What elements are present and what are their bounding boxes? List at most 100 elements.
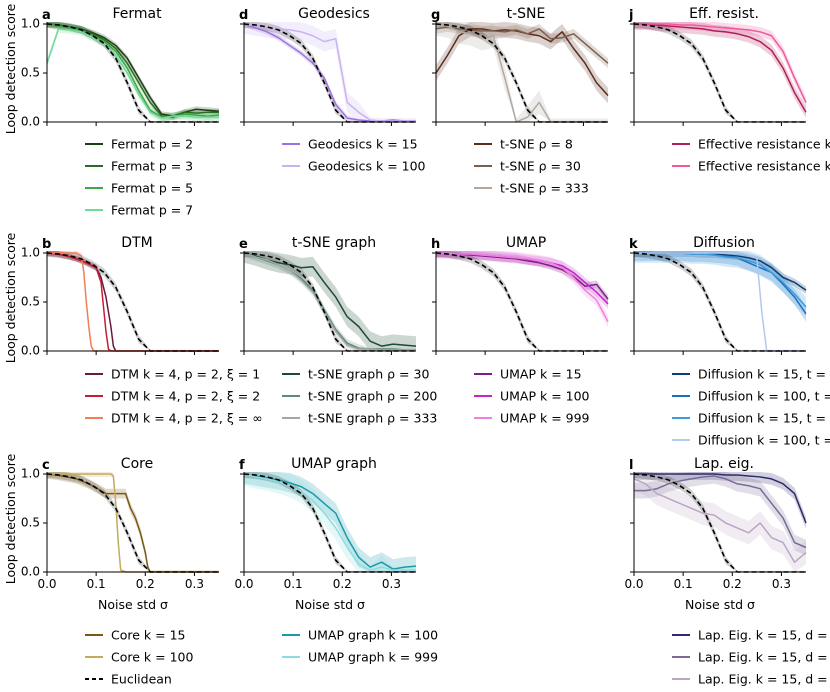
series-line-umap-graph-k-999 <box>243 473 416 571</box>
series-line-euclidean <box>46 473 219 573</box>
axis-spines <box>46 251 219 352</box>
legend-g: t-SNE ρ = 8 t-SNE ρ = 30 t-SNE ρ = 333 <box>474 137 589 196</box>
panel-letter: l <box>629 458 633 473</box>
x-tick-label: 0.1 <box>87 577 106 591</box>
panel-c: 0.0 0.5 1.0 0.0 0.1 0.2 0.3 c Core Loop detection… <box>3 453 219 687</box>
legend-label: DTM k = 4, p = 2, ξ = 1 <box>111 367 260 382</box>
y-tick-label: 0.0 <box>21 344 40 358</box>
panel-h: h UMAP UMAP k = 15 UMAP k = 100 UMAP k = 999 <box>431 235 609 426</box>
legend-label: DTM k = 4, p = 2, ξ = 2 <box>111 389 260 404</box>
legend-label: Fermat p = 7 <box>111 203 193 218</box>
band-umap-graph-k-999 <box>244 472 416 572</box>
legend-label: Geodesics k = 100 <box>308 159 426 174</box>
legend-label: Diffusion k = 15, t = 8 <box>698 367 830 382</box>
x-tick-label: 0.2 <box>723 577 742 591</box>
panel-g: g t-SNE t-SNE ρ = 8 t-SNE ρ = 30 t-SNE ρ = 3… <box>431 6 609 196</box>
panel-letter: a <box>42 8 51 23</box>
panel-title: UMAP <box>506 235 546 251</box>
series-line-effective-resistance-k-15 <box>634 23 807 113</box>
legend-j: Effective resistance k = 15 Effective res… <box>672 137 830 174</box>
legend-label: Fermat p = 2 <box>111 137 193 152</box>
panel-letter: c <box>42 458 50 473</box>
legend-k: Diffusion k = 15, t = 8 Diffusion k = 100… <box>672 367 830 448</box>
panel-f: 0.0 0.1 0.2 0.3 f UMAP graph Noise std σ UMAP g… <box>234 456 438 665</box>
x-tick-label: 0.3 <box>185 577 204 591</box>
legend-label: Fermat p = 3 <box>111 159 193 174</box>
legend-label: UMAP graph k = 100 <box>308 628 438 643</box>
x-tick-label: 0.0 <box>234 577 253 591</box>
series-line-t-sne-graph-rho-333 <box>243 252 416 351</box>
band-euclidean <box>47 251 219 351</box>
legend-label: Diffusion k = 100, t = 8 <box>698 389 830 404</box>
series-line-euclidean <box>435 252 608 352</box>
y-tick-label: 0.5 <box>21 516 40 530</box>
band-t-sne-graph-rho-333 <box>244 251 416 351</box>
series-line-euclidean <box>633 252 806 352</box>
panel-j: j Eff. resist. Effective resistance k = 15… <box>628 6 830 174</box>
band-t-sne-graph-rho-30 <box>244 251 416 351</box>
panel-title: Diffusion <box>693 235 755 251</box>
series-line-fermat-p-5 <box>46 23 220 118</box>
band-dtm-k-4-p-2-xi-inf <box>47 251 219 351</box>
series-line-umap-k-999 <box>436 252 609 322</box>
legend-label: Lap. Eig. k = 15, d = 10 <box>698 672 830 687</box>
panel-letter: h <box>431 237 440 252</box>
panel-letter: e <box>239 237 248 252</box>
legend-label: Fermat p = 5 <box>111 181 193 196</box>
x-tick-label: 0.3 <box>382 577 401 591</box>
x-tick-label: 0.0 <box>37 577 56 591</box>
axis-spines <box>46 472 219 573</box>
legend-label: t-SNE ρ = 30 <box>500 159 581 174</box>
panel-letter: b <box>42 237 51 252</box>
band-lap-eig-k-15-d-10 <box>634 472 806 572</box>
legend-d: Geodesics k = 15 Geodesics k = 100 <box>282 137 426 174</box>
band-geodesics-k-15 <box>244 22 416 122</box>
legend-label: t-SNE graph ρ = 200 <box>308 389 437 404</box>
legend-label: Diffusion k = 100, t = 64 <box>698 433 830 448</box>
legend-label: Effective resistance k = 15 <box>698 137 830 152</box>
y-tick-label: 0.0 <box>21 565 40 579</box>
series-line-dtm-k-4-p-2-xi-inf <box>47 252 219 352</box>
x-tick-label: 0.2 <box>136 577 155 591</box>
series-line-euclidean <box>46 252 219 352</box>
panel-title: t-SNE graph <box>292 235 376 251</box>
legend-label: UMAP graph k = 999 <box>308 650 438 665</box>
panel-title: UMAP graph <box>291 456 377 472</box>
x-axis-label: Noise std σ <box>685 597 755 612</box>
panel-letter: f <box>239 458 245 473</box>
panel-title: Core <box>121 456 153 472</box>
legend-label: Effective resistance k = 100 <box>698 159 830 174</box>
x-tick-label: 0.2 <box>333 577 352 591</box>
legend-label: Euclidean <box>111 672 172 687</box>
y-tick-label: 1.0 <box>21 17 40 31</box>
band-dtm-k-4-p-2-xi-2 <box>47 251 219 351</box>
series-line-lap-eig-k-15-d-2 <box>634 473 807 524</box>
band-t-sne-rho-8 <box>436 22 608 104</box>
band-fermat-p-3 <box>47 22 219 121</box>
legend-f: UMAP graph k = 100 UMAP graph k = 999 <box>282 628 438 665</box>
band-diffusion-k-100-t-64 <box>634 251 806 351</box>
x-axis-label: Noise std σ <box>98 597 168 612</box>
panel-title: t-SNE <box>507 6 546 22</box>
band-fermat-p-2 <box>47 22 219 120</box>
y-tick-label: 0.5 <box>21 295 40 309</box>
axis-spines <box>633 251 806 352</box>
panel-l: 0.0 0.1 0.2 0.3 l Lap. eig. Noise std σ Lap. Ei… <box>624 456 830 687</box>
x-tick-label: 0.1 <box>284 577 303 591</box>
band-euclidean <box>436 251 608 351</box>
panel-letter: g <box>431 8 440 23</box>
legend-label: UMAP k = 100 <box>500 389 590 404</box>
legend-label: Core k = 15 <box>111 628 185 643</box>
panel-title: DTM <box>121 235 152 251</box>
panel-letter: k <box>629 237 638 252</box>
panel-letter: j <box>628 8 633 23</box>
series-line-geodesics-k-100 <box>243 23 416 122</box>
legend-label: t-SNE ρ = 8 <box>500 137 573 152</box>
band-umap-k-100 <box>436 251 608 309</box>
panel-title: Eff. resist. <box>689 6 759 22</box>
series-line-dtm-k-4-p-2-xi-2 <box>46 252 219 352</box>
panel-title: Lap. eig. <box>694 456 754 472</box>
series-line-dtm-k-4-p-2-xi-1 <box>46 252 219 352</box>
